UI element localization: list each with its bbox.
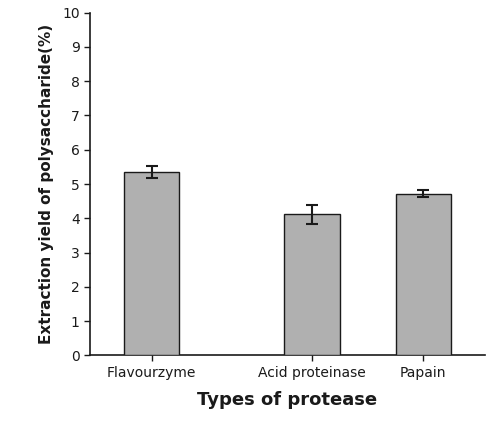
Bar [124, 172, 180, 355]
X-axis label: Types of protease: Types of protease [198, 391, 378, 409]
Bar [396, 194, 451, 355]
Y-axis label: Extraction yield of polysaccharide(%): Extraction yield of polysaccharide(%) [38, 24, 54, 344]
Bar [284, 214, 340, 355]
